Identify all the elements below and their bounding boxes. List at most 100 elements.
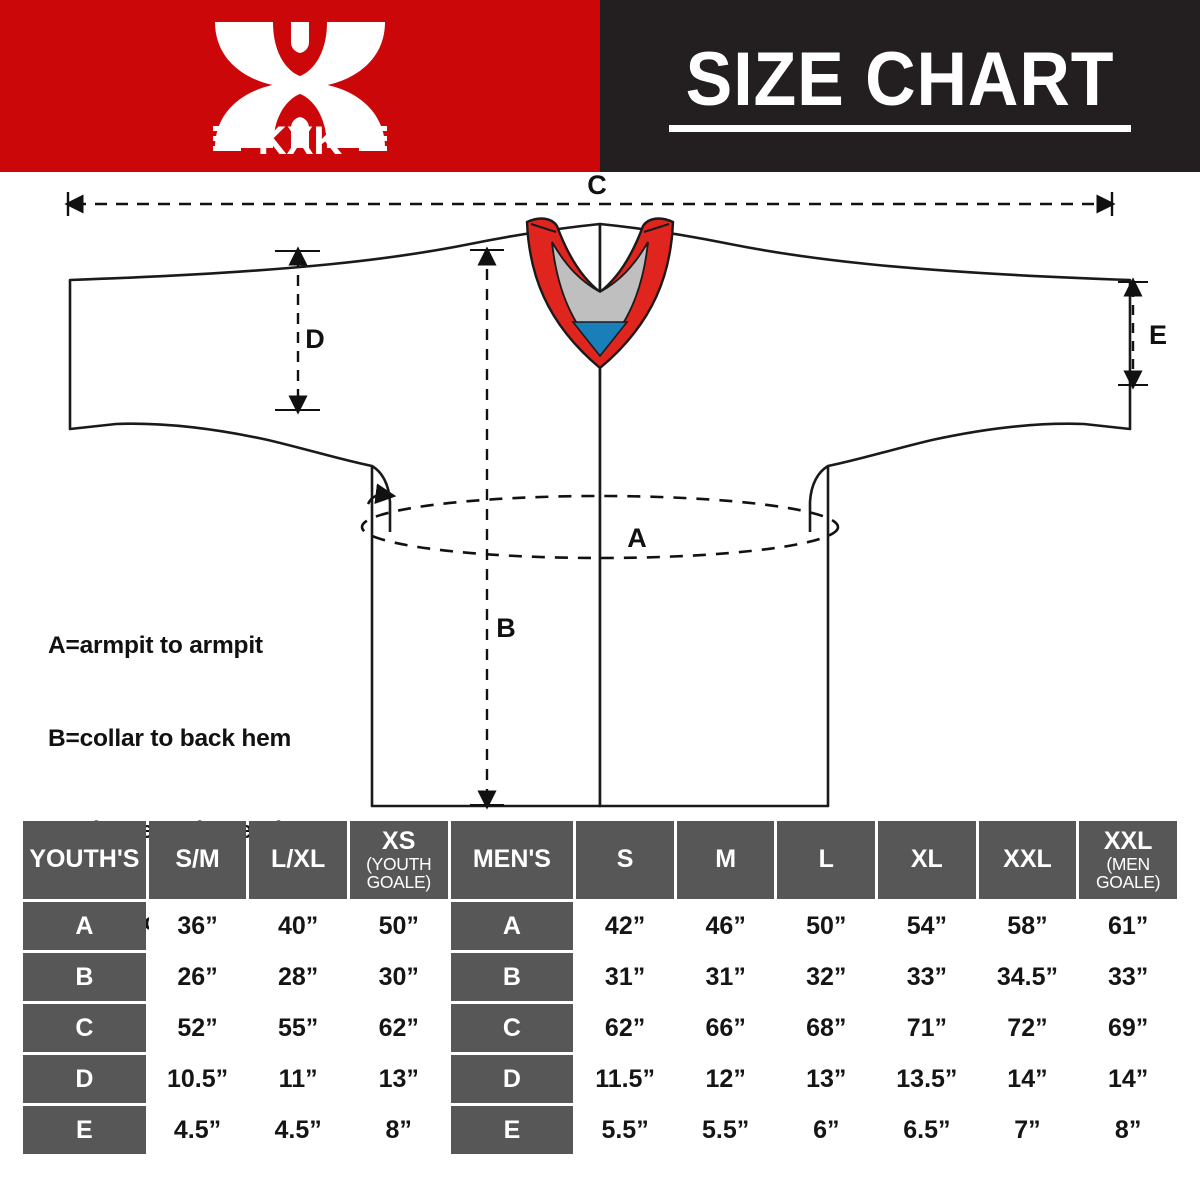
measure-d — [275, 246, 320, 415]
table-header-row: YOUTH'S S/M L/XL XS (YOUTH GOALE) MEN'S … — [23, 821, 1177, 899]
cell-youth-d-lxl: 11” — [249, 1055, 347, 1103]
title-block: SIZE CHART — [667, 36, 1133, 133]
cell-men-a-xl: 54” — [878, 902, 976, 950]
brand-panel: KXK — [0, 0, 600, 172]
measure-c-label: C — [587, 172, 607, 200]
cell-men-c-xl: 71” — [878, 1004, 976, 1052]
header-cell-s: S — [576, 821, 674, 899]
header-cell-l: L — [777, 821, 876, 899]
cell-men-a-m: 46” — [676, 902, 775, 950]
cell-men-a-xxl-goale: 61” — [1079, 902, 1177, 950]
title-panel: SIZE CHART — [600, 0, 1200, 172]
header-label: S — [616, 845, 634, 874]
collar-gray-inner — [551, 241, 649, 356]
size-table-body: YOUTH'S S/M L/XL XS (YOUTH GOALE) MEN'S … — [23, 821, 1177, 1154]
cell-men-d-xl: 13.5” — [878, 1055, 976, 1103]
header-cell-xl: XL — [878, 821, 976, 899]
cell-men-a-l: 50” — [777, 902, 876, 950]
cell-youth-e-lxl: 4.5” — [249, 1106, 347, 1154]
size-chart-table: YOUTH'S S/M L/XL XS (YOUTH GOALE) MEN'S … — [20, 818, 1180, 1157]
cell-men-e-l: 6” — [777, 1106, 876, 1154]
page-title: SIZE CHART — [685, 36, 1115, 122]
header-cell-mens: MEN'S — [450, 821, 574, 899]
row-label-men-b: B — [450, 953, 574, 1001]
row-label-youth-d: D — [23, 1055, 146, 1103]
cell-men-e-s: 5.5” — [576, 1106, 674, 1154]
legend-line-a: A=armpit to armpit — [48, 632, 263, 660]
measure-b-label: B — [496, 613, 516, 643]
measure-e-label: E — [1149, 320, 1167, 350]
title-underline — [669, 125, 1131, 133]
table-row: E 4.5” 4.5” 8” E 5.5” 5.5” 6” 6.5” 7” 8” — [23, 1106, 1177, 1154]
header-cell-youths: YOUTH'S — [23, 821, 146, 899]
row-label-men-d: D — [450, 1055, 574, 1103]
cell-youth-e-xs: 8” — [349, 1106, 448, 1154]
row-label-men-e: E — [450, 1106, 574, 1154]
table-row: B 26” 28” 30” B 31” 31” 32” 33” 34.5” 33… — [23, 953, 1177, 1001]
cell-men-e-m: 5.5” — [676, 1106, 775, 1154]
measure-c — [64, 192, 1116, 216]
cell-men-c-l: 68” — [777, 1004, 876, 1052]
cell-youth-b-lxl: 28” — [249, 953, 347, 1001]
measure-e — [1118, 277, 1148, 390]
cell-youth-a-sm: 36” — [148, 902, 247, 950]
header-label: XS — [382, 827, 416, 856]
header-cell-m: M — [676, 821, 775, 899]
header-sublabel: (MEN GOALE) — [1095, 853, 1161, 892]
cell-youth-d-xs: 13” — [349, 1055, 448, 1103]
header-label: S/M — [175, 845, 220, 874]
cell-youth-c-xs: 62” — [349, 1004, 448, 1052]
jersey-collar — [525, 217, 675, 370]
cell-men-d-l: 13” — [777, 1055, 876, 1103]
cell-men-d-m: 12” — [676, 1055, 775, 1103]
svg-text:KXK: KXK — [258, 119, 343, 161]
header-cell-lxl: L/XL — [249, 821, 347, 899]
header-cell-xxl-men-goale: XXL (MEN GOALE) — [1079, 821, 1177, 899]
cell-men-b-l: 32” — [777, 953, 876, 1001]
cell-men-d-xxl-goale: 14” — [1079, 1055, 1177, 1103]
measure-b — [470, 246, 504, 810]
header-label: XL — [910, 845, 943, 874]
cell-men-c-xxl: 72” — [978, 1004, 1077, 1052]
measure-a-label: A — [627, 523, 647, 553]
cell-men-c-m: 66” — [676, 1004, 775, 1052]
cell-men-e-xxl-goale: 8” — [1079, 1106, 1177, 1154]
header-cell-xxl: XXL — [978, 821, 1077, 899]
cell-youth-a-lxl: 40” — [249, 902, 347, 950]
size-table-area: YOUTH'S S/M L/XL XS (YOUTH GOALE) MEN'S … — [0, 818, 1200, 1173]
row-label-youth-e: E — [23, 1106, 146, 1154]
cell-youth-b-xs: 30” — [349, 953, 448, 1001]
jersey-diagram: C D — [0, 170, 1200, 1028]
cell-men-b-m: 31” — [676, 953, 775, 1001]
cell-youth-d-sm: 10.5” — [148, 1055, 247, 1103]
measure-a — [360, 483, 840, 560]
legend-line-b: B=collar to back hem — [48, 724, 292, 752]
table-row: A 36” 40” 50” A 42” 46” 50” 54” 58” 61” — [23, 902, 1177, 950]
header-label: XXL — [1003, 845, 1052, 874]
row-label-youth-a: A — [23, 902, 146, 950]
cell-men-b-xl: 33” — [878, 953, 976, 1001]
header-label: L — [818, 845, 834, 874]
row-label-youth-b: B — [23, 953, 146, 1001]
cell-men-e-xl: 6.5” — [878, 1106, 976, 1154]
cell-men-a-xxl: 58” — [978, 902, 1077, 950]
kxk-logo-icon: KXK — [205, 16, 395, 163]
cell-men-d-s: 11.5” — [576, 1055, 674, 1103]
cell-men-a-s: 42” — [576, 902, 674, 950]
cell-youth-e-sm: 4.5” — [148, 1106, 247, 1154]
header-label: L/XL — [271, 845, 326, 874]
cell-men-b-s: 31” — [576, 953, 674, 1001]
row-label-men-a: A — [450, 902, 574, 950]
header-label: YOUTH'S — [29, 845, 140, 874]
cell-men-e-xxl: 7” — [978, 1106, 1077, 1154]
page-header: KXK SIZE CHART — [0, 0, 1200, 172]
collar-blue-tip — [571, 321, 629, 358]
cell-youth-a-xs: 50” — [349, 902, 448, 950]
header-label: XXL — [1103, 827, 1153, 856]
cell-youth-c-sm: 52” — [148, 1004, 247, 1052]
cell-youth-b-sm: 26” — [148, 953, 247, 1001]
header-label: MEN'S — [472, 845, 551, 874]
header-cell-xs-youth-goale: XS (YOUTH GOALE) — [349, 821, 448, 899]
table-row: C 52” 55” 62” C 62” 66” 68” 71” 72” 69” — [23, 1004, 1177, 1052]
cell-men-b-xxl: 34.5” — [978, 953, 1077, 1001]
